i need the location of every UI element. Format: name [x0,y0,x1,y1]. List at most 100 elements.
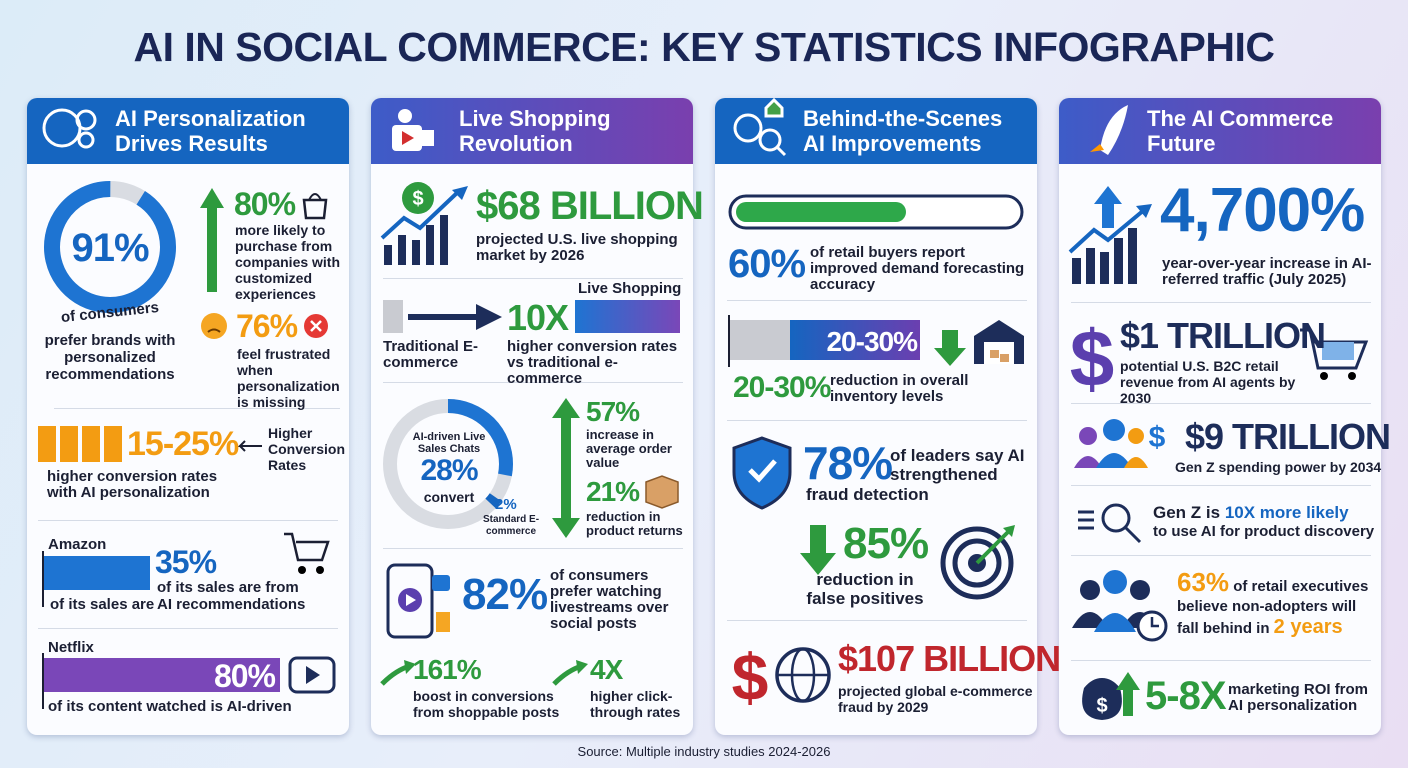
decoration [728,320,790,360]
stat-value: 4X [590,654,623,685]
decoration [54,408,340,409]
stat-value: 80% [234,186,296,222]
stat-value: 60% [728,242,806,286]
stat-text: feel frustrated when personalization is … [237,346,340,410]
decoration [1071,485,1371,486]
decoration [1096,419,1132,468]
stat-value: 91% [71,226,149,270]
stat-text: of its sales are from [157,579,299,596]
decoration [75,109,97,131]
decoration [764,97,784,118]
stat-value: 10X [507,297,569,338]
decoration [306,666,320,684]
stat-text: of leaders say AI strengthened [890,446,1025,484]
stat-text: year-over-year increase in AI-referred t… [1162,255,1372,288]
decoration [398,235,406,265]
decoration: $ [732,640,769,714]
decoration [1072,258,1081,284]
decoration: $ [1149,421,1166,454]
decoration [1079,427,1097,445]
stat-text: of consumers prefer watching livestreams… [550,567,669,632]
decoration [383,548,683,549]
stat-value: 76% [236,308,298,344]
decoration [288,656,336,694]
decoration [1071,403,1371,404]
stat-value: $1 TRILLION [1120,315,1326,356]
stat-value: $107 BILLION [838,638,1061,679]
decoration [1322,342,1354,360]
donut-label: AI-driven Live Sales Chats [412,431,486,455]
decoration [404,660,416,674]
bar-label: 20-30% [826,326,918,357]
decoration [284,532,330,562]
stat-value: 57% [586,396,640,427]
stat-value: 2% [495,496,517,513]
stat-value: $68 BILLION [476,184,704,228]
decoration [727,420,1027,421]
decoration [1096,453,1132,468]
stat-text: of its sales are [50,596,155,613]
decoration [934,330,966,366]
page-title: AI IN SOCIAL COMMERCE: KEY STATISTICS IN… [133,24,1275,70]
decoration [1116,672,1140,716]
decoration [1086,248,1095,284]
decoration [1114,238,1123,284]
panel-heading: AI Personalization Drives Results [115,106,306,156]
decoration [775,145,787,157]
decoration [42,551,44,607]
decoration [1124,428,1148,468]
decoration [1074,427,1102,468]
stat-text: higher conversion rates with AI personal… [47,468,218,501]
stat-text: AI recommendations [157,596,306,613]
decoration: $ [1070,314,1115,403]
stat-value: 21% [586,476,640,507]
decoration [1128,428,1144,444]
decoration [1072,228,1137,284]
decoration [383,278,683,279]
decoration [975,528,1012,565]
stat-text: Gen Z is 10X more likely [1153,503,1373,523]
decoration [440,215,448,265]
decoration [42,108,97,149]
decoration [406,594,416,606]
stat-value: 5-8X [1145,674,1226,718]
stat-value: 4,700% [1160,176,1365,245]
decoration [42,658,280,692]
donut-caption: convert [423,489,475,505]
decoration [200,188,224,292]
company-name: Amazon [48,536,107,553]
stat-value: 35% [155,544,217,580]
decoration [990,350,999,358]
decoration [383,300,403,333]
stat-text: boost in conversions from shoppable post… [413,688,560,720]
decoration [1300,328,1369,370]
decoration [790,320,920,360]
decoration [42,653,44,709]
decoration [316,566,324,574]
decoration [398,109,412,123]
decoration [384,215,448,265]
stat-value: $9 TRILLION [1185,416,1391,457]
stat-value: 15-25% [127,425,239,463]
source-note: Source: Multiple industry studies 2024-2… [577,744,831,759]
decoration [748,459,777,483]
decoration [422,130,434,146]
stat-text: Gen Z spending power by 2034 [1175,459,1382,475]
decoration [1071,555,1371,556]
decoration [1082,678,1122,720]
stat-text: to use AI for product discovery [1153,523,1375,540]
decoration [1124,457,1148,468]
decoration [384,245,392,265]
decoration [42,108,82,148]
decoration: $ [1096,695,1107,717]
stat-value: 63% [1177,567,1230,597]
decoration [1124,526,1142,544]
decoration [476,304,502,330]
stat-value: 161% [413,654,482,685]
decoration [380,190,460,240]
decoration [386,563,434,639]
stat-text: higher conversion rates vs traditional e… [507,338,678,387]
decoration [552,398,580,538]
decoration [1071,660,1371,661]
decoration [1136,204,1152,218]
